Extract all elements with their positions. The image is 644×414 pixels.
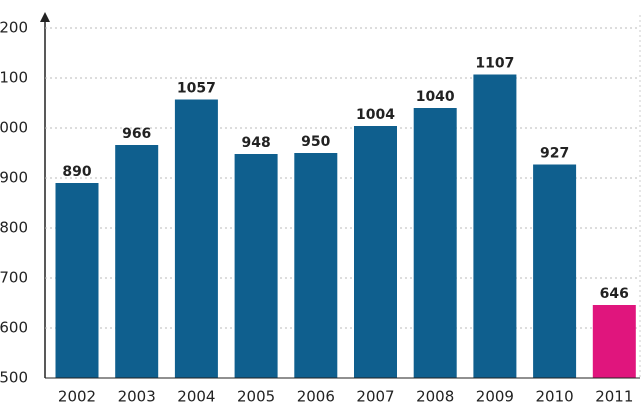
y-tick-label: 800 <box>0 219 28 237</box>
x-tick-label: 2006 <box>297 388 335 406</box>
value-label: 966 <box>122 126 151 142</box>
x-tick-label: 2002 <box>58 388 96 406</box>
bar <box>55 183 99 378</box>
bar <box>294 153 338 378</box>
x-tick-label: 2008 <box>416 388 454 406</box>
y-tick-label: 200 <box>0 19 28 37</box>
x-tick-label: 2011 <box>595 388 633 406</box>
x-tick-label: 2009 <box>476 388 514 406</box>
bar <box>234 154 278 378</box>
value-label: 948 <box>241 135 270 151</box>
y-tick-label: 900 <box>0 169 28 187</box>
value-label: 646 <box>600 286 629 302</box>
value-label: 1057 <box>177 81 216 97</box>
y-axis-arrow <box>40 12 50 22</box>
value-label: 927 <box>540 146 569 162</box>
bar <box>533 164 577 378</box>
y-tick-label: 500 <box>0 369 28 387</box>
bar <box>115 145 159 378</box>
y-tick-label: 700 <box>0 269 28 287</box>
x-tick-label: 2007 <box>356 388 394 406</box>
value-label: 950 <box>301 134 330 150</box>
x-tick-label: 2003 <box>118 388 156 406</box>
x-tick-label: 2010 <box>536 388 574 406</box>
x-tick-label: 2004 <box>177 388 215 406</box>
value-label: 1040 <box>416 89 455 105</box>
x-tick-label: 2005 <box>237 388 275 406</box>
bar <box>473 74 517 378</box>
value-label: 1004 <box>356 107 395 123</box>
value-label: 1107 <box>475 56 514 72</box>
y-tick-label: 100 <box>0 69 28 87</box>
bar <box>413 108 457 378</box>
y-tick-label: 600 <box>0 319 28 337</box>
bar <box>174 99 218 378</box>
value-label: 890 <box>62 164 91 180</box>
bar <box>354 126 397 378</box>
bar <box>592 305 636 378</box>
y-tick-label: 000 <box>0 119 28 137</box>
